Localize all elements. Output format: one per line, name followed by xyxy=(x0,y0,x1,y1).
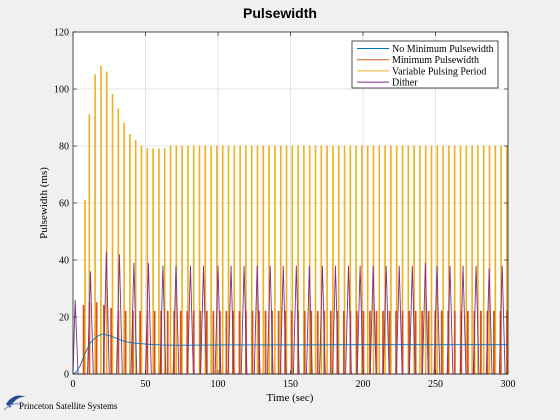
x-tick-label: 50 xyxy=(141,379,151,390)
logo-text: Princeton Satellite Systems xyxy=(19,401,118,411)
x-axis-ticks: 0 50 100 150 200 250 300 xyxy=(71,32,516,390)
y-axis-ticks: 0 20 40 60 80 100 120 xyxy=(54,28,508,381)
y-tick-label: 20 xyxy=(59,313,69,324)
x-tick-label: 250 xyxy=(428,379,443,390)
series-line-minimum-pulsewidth xyxy=(73,302,508,375)
y-tick-label: 40 xyxy=(59,256,69,267)
legend-label: Minimum Pulsewidth xyxy=(392,55,479,66)
x-tick-label: 300 xyxy=(501,379,516,390)
x-tick-label: 100 xyxy=(211,379,226,390)
y-tick-label: 80 xyxy=(59,142,69,153)
logo-swoosh-accent-icon xyxy=(3,403,21,411)
chart-title: Pulsewidth xyxy=(243,5,317,21)
legend-label: Dither xyxy=(392,78,418,89)
x-tick-label: 150 xyxy=(283,379,298,390)
series-line-no-minimum-pulsewidth xyxy=(72,333,508,375)
legend-label: No Minimum Pulsewidth xyxy=(392,44,494,55)
y-tick-label: 60 xyxy=(59,199,69,210)
grid xyxy=(73,32,508,374)
x-axis-label: Time (sec) xyxy=(267,392,314,404)
legend-label: Variable Pulsing Period xyxy=(392,66,486,77)
company-logo: Princeton Satellite Systems xyxy=(3,395,118,411)
x-tick-label: 0 xyxy=(71,379,76,390)
y-tick-label: 120 xyxy=(54,28,69,39)
y-tick-label: 0 xyxy=(64,370,69,381)
x-tick-label: 200 xyxy=(356,379,371,390)
y-axis-label: Pulsewidth (ms) xyxy=(38,167,50,239)
y-tick-label: 100 xyxy=(54,85,69,96)
series-line-dither xyxy=(72,251,508,375)
